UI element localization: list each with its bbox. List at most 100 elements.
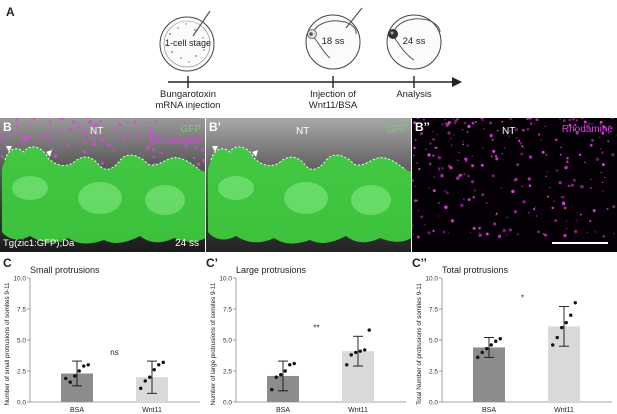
data-point bbox=[498, 337, 502, 341]
y-tick-label: 10.0 bbox=[13, 276, 26, 283]
stage-label-24ss: 24 ss bbox=[402, 36, 426, 47]
panel-letter-b: B bbox=[3, 120, 12, 134]
y-tick-label: 0.0 bbox=[429, 400, 438, 407]
data-point bbox=[367, 328, 371, 332]
data-point bbox=[143, 379, 147, 383]
y-tick-label: 5.0 bbox=[429, 338, 438, 345]
label-nt-b-prime: NT bbox=[296, 126, 310, 137]
data-point bbox=[139, 386, 143, 391]
panel-letter-c-double-prime: C’’ bbox=[412, 256, 427, 270]
micrograph-b-merge: B NT GFP Rhodamine Tg(zic1:GFP);Da 24 ss bbox=[0, 118, 205, 252]
data-point bbox=[157, 363, 161, 367]
label-nt-b-double-prime: NT bbox=[502, 126, 516, 137]
micrograph-b-double-prime-rhodamine: B’’ NT Rhodamine bbox=[412, 118, 617, 252]
data-point bbox=[476, 355, 480, 360]
x-tick-label: BSA bbox=[482, 407, 496, 414]
step-label-bungarotoxin: Bungarotoxin bbox=[160, 89, 216, 100]
embryo-18ss-icon bbox=[305, 7, 363, 70]
data-point bbox=[551, 343, 555, 347]
data-point bbox=[489, 343, 493, 347]
x-tick-label: BSA bbox=[276, 407, 290, 414]
data-point bbox=[73, 374, 77, 378]
data-point bbox=[64, 376, 68, 381]
panel-letter-a: A bbox=[6, 5, 15, 19]
data-point bbox=[555, 335, 559, 340]
y-tick-label: 5.0 bbox=[223, 338, 232, 345]
embryo-24ss-icon bbox=[386, 14, 442, 70]
data-point bbox=[283, 369, 287, 373]
data-point bbox=[358, 349, 362, 353]
data-point bbox=[68, 380, 72, 384]
chart-c-title: Small protrusions bbox=[30, 265, 100, 275]
step-label-wnt11-bsa: Wnt11/BSA bbox=[308, 100, 358, 111]
data-point bbox=[564, 320, 568, 325]
data-point bbox=[86, 363, 90, 367]
data-point bbox=[292, 361, 296, 366]
chart-c-prime: C’ Large protrusions 0.0 2.5 5.0 7.5 10.0 Num… bbox=[206, 256, 411, 414]
y-tick-label: 2.5 bbox=[429, 369, 438, 376]
significance-label: ** bbox=[313, 323, 319, 332]
micrograph-b-double-prime-image bbox=[412, 118, 617, 252]
panel-letter-c-prime: C’ bbox=[206, 256, 218, 270]
chart-c-double-prime: C’’ Total protrusions 0.0 2.5 5.0 7.5 10.0 To… bbox=[412, 256, 617, 414]
panel-letter-c: C bbox=[3, 256, 12, 270]
y-tick-label: 7.5 bbox=[429, 307, 438, 314]
chart-c-prime-title: Large protrusions bbox=[236, 265, 307, 275]
data-point bbox=[152, 368, 156, 372]
data-point bbox=[349, 353, 353, 357]
y-tick-label: 2.5 bbox=[223, 369, 232, 376]
y-tick-label: 2.5 bbox=[17, 369, 26, 376]
step-label-analysis: Analysis bbox=[396, 89, 432, 100]
x-tick-label: Wnt11 bbox=[554, 407, 574, 414]
data-point bbox=[560, 325, 564, 330]
data-point bbox=[363, 348, 367, 352]
label-nt-b: NT bbox=[90, 126, 104, 137]
x-tick-label: BSA bbox=[70, 407, 84, 414]
timeline-arrow-head bbox=[452, 77, 462, 87]
y-tick-label: 7.5 bbox=[223, 307, 232, 314]
label-genotype: Tg(zic1:GFP);Da bbox=[3, 238, 75, 249]
y-tick-label: 0.0 bbox=[223, 400, 232, 407]
significance-label: * bbox=[521, 294, 524, 303]
panel-letter-b-prime: B’ bbox=[209, 120, 221, 134]
stage-label-18ss: 18 ss bbox=[321, 36, 345, 47]
data-point bbox=[485, 346, 489, 351]
label-gfp-b-prime: GFP bbox=[386, 124, 407, 135]
data-point bbox=[288, 363, 292, 367]
timeline-graphic bbox=[159, 7, 462, 88]
step-label-injection-of: Injection of bbox=[310, 89, 356, 100]
y-tick-label: 5.0 bbox=[17, 338, 26, 345]
data-point bbox=[82, 364, 86, 368]
data-point bbox=[354, 350, 358, 355]
y-axis-label: Number of small protrusions of somites 9… bbox=[4, 282, 11, 406]
micrograph-b-image bbox=[0, 118, 205, 252]
y-axis-label: Number of large protrusions of somites 9… bbox=[210, 282, 217, 405]
y-tick-label: 10.0 bbox=[425, 276, 438, 283]
data-point bbox=[270, 387, 274, 392]
label-rhodamine-b: Rhodamine bbox=[149, 136, 201, 147]
label-stage-b: 24 ss bbox=[175, 238, 199, 249]
x-tick-label: Wnt11 bbox=[348, 407, 368, 414]
data-point bbox=[494, 339, 498, 343]
micrograph-b-prime-gfp: B’ NT GFP bbox=[206, 118, 411, 252]
rhodamine-signal bbox=[412, 118, 617, 239]
data-point bbox=[480, 350, 484, 355]
data-point bbox=[77, 369, 81, 373]
significance-label: ns bbox=[110, 348, 118, 357]
y-axis-label: Total Number of protrusions of somites 9… bbox=[416, 283, 423, 405]
label-rhodamine-b-double-prime: Rhodamine bbox=[561, 124, 613, 135]
panel-letter-b-double-prime: B’’ bbox=[415, 120, 430, 134]
data-point bbox=[279, 373, 283, 377]
y-tick-label: 10.0 bbox=[219, 276, 232, 283]
data-point bbox=[274, 375, 278, 379]
chart-c-double-prime-title: Total protrusions bbox=[442, 265, 509, 275]
micrograph-b-prime-image bbox=[206, 118, 411, 252]
y-tick-label: 0.0 bbox=[17, 400, 26, 407]
data-point bbox=[573, 301, 577, 305]
stage-label-1cell: 1-cell stage bbox=[164, 38, 212, 48]
data-point bbox=[569, 313, 573, 317]
y-tick-label: 7.5 bbox=[17, 307, 26, 314]
